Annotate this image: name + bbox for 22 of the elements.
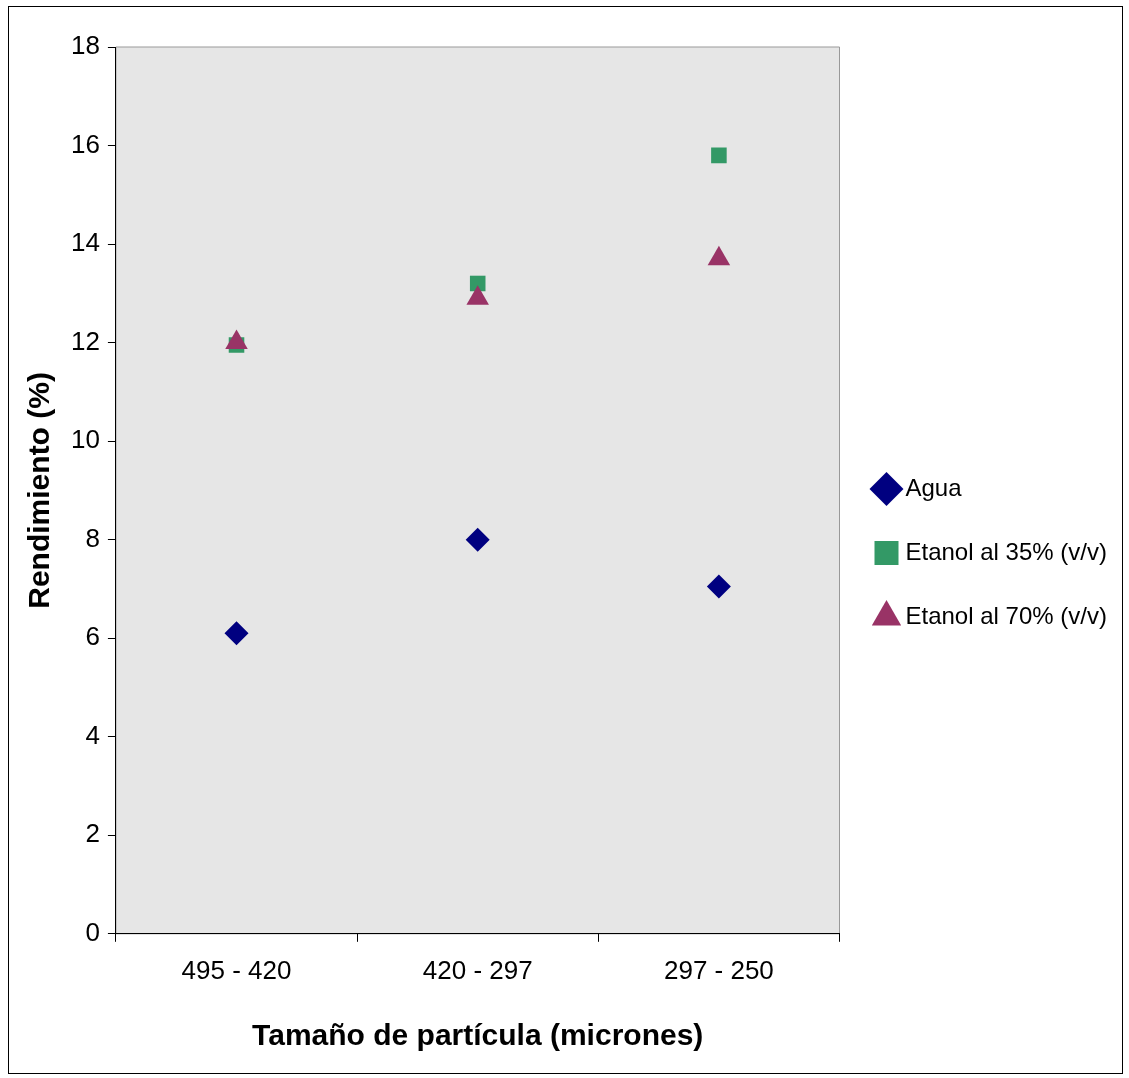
x-tick-label: 420 - 297 [422,954,533,985]
legend-label: Agua [905,473,963,501]
point [706,574,731,599]
y-tick-label: 8 [85,522,100,553]
point [465,527,490,552]
x-axis-title: Tamaño de partícula (micrones) [252,1018,704,1052]
y-tick-label: 12 [71,325,100,356]
x-tick-label: 495 - 420 [181,954,292,985]
y-tick-label: 6 [85,621,100,652]
y-tick-label: 10 [71,424,100,455]
legend-label: Etanol al 70% (v/v) [905,601,1107,629]
y-tick-label: 14 [71,227,100,258]
y-tick-label: 2 [85,818,100,849]
point [711,147,727,164]
y-tick-label: 16 [71,128,100,159]
x-tick-label: 297 - 250 [663,954,774,985]
y-axis-title: Rendimiento (%) [22,372,56,609]
point [224,621,249,646]
y-tick-label: 18 [71,30,100,61]
y-tick-label: 4 [85,719,100,750]
y-tick-label: 0 [85,916,100,947]
legend-label: Etanol al 35% (v/v) [905,537,1107,565]
